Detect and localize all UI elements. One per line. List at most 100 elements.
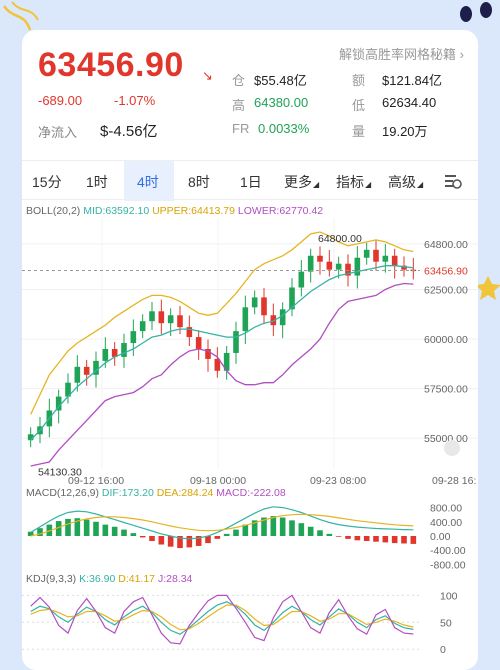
boll-lower: LOWER:62770.42: [237, 205, 324, 217]
candle-body: [167, 315, 174, 324]
candle-body: [326, 261, 333, 270]
trading-card: 63456.90 ↘ -689.00 -1.07% 净流入 $-4.56亿 解锁…: [22, 30, 478, 670]
tab-6[interactable]: 指标◢: [336, 174, 372, 190]
macd-dea: DEA:284.24: [156, 487, 214, 499]
candle-body: [130, 331, 137, 344]
tab-4[interactable]: 1日: [240, 174, 262, 190]
promo-link[interactable]: 解锁高胜率网格秘籍 ›: [339, 47, 464, 62]
y-tick-label: 62500.00: [424, 284, 468, 296]
candle-body: [27, 434, 34, 441]
price-chart[interactable]: 64800.0062500.0060000.0057500.0055000.00…: [22, 218, 478, 488]
macd-bar: [46, 524, 53, 536]
kdj-k-line: [30, 601, 414, 635]
stat-label: 仓: [232, 73, 246, 88]
dropdown-corner-icon: ◢: [417, 180, 424, 189]
macd-bar: [382, 536, 389, 543]
macd-bar: [55, 521, 62, 536]
active-tab-highlight: [124, 161, 174, 201]
stat-label: 高: [232, 98, 246, 113]
x-tick-label: 09-18 00:00: [190, 475, 246, 487]
candle-body: [121, 343, 127, 357]
macd-y-tick: 0.00: [430, 531, 451, 543]
kdj-y-tick: 0: [440, 644, 446, 656]
boll-lower-line: [30, 282, 414, 467]
macd-bar: [401, 536, 407, 544]
macd-y-tick: 400.00: [430, 517, 462, 529]
kdj-j: J:28.34: [157, 573, 193, 585]
macd-bar: [354, 536, 361, 541]
macd-y-tick: 800.00: [430, 503, 462, 515]
tab-3[interactable]: 8时: [188, 174, 210, 190]
macd-bar: [205, 536, 211, 544]
boll-legend: BOLL(20,2) MID:63592.10 UPPER:64413.79 L…: [26, 205, 323, 217]
macd-bar: [27, 531, 34, 536]
candle-body: [261, 297, 267, 316]
stat-value: $55.48亿: [254, 73, 307, 88]
candle-body: [242, 307, 249, 332]
stat-label: 量: [352, 124, 366, 139]
candle-body: [65, 382, 71, 397]
candle-body: [177, 315, 183, 328]
candle-body: [307, 255, 314, 272]
kdj-legend: KDJ(9,3,3) K:36.90 D:41.17 J:28.34: [26, 573, 192, 585]
macd-bar: [270, 516, 277, 536]
dropdown-corner-icon: ◢: [313, 180, 320, 189]
candle-body: [233, 331, 239, 353]
macd-bar: [242, 524, 249, 536]
candle-body: [317, 255, 323, 262]
macd-bar: [326, 533, 333, 536]
candle-body: [298, 271, 305, 288]
kdj-d: D:41.17: [118, 573, 156, 585]
candle-body: [149, 311, 155, 322]
tab-5[interactable]: 更多◢: [284, 174, 320, 190]
candle-body: [270, 315, 277, 326]
macd-chart[interactable]: 800.00 400.00 0.00 -400.00 -800.00: [22, 500, 478, 572]
dropdown-corner-icon: ◢: [365, 180, 372, 189]
macd-dif: DIF:173.20: [101, 487, 154, 499]
chart-settings-icon[interactable]: [444, 173, 462, 189]
macd-bar: [214, 536, 221, 539]
macd-bar: [167, 536, 174, 547]
tab-0[interactable]: 15分: [32, 174, 62, 190]
boll-upper-line: [30, 231, 414, 415]
price-change: -689.00: [38, 93, 83, 108]
tab-2[interactable]: 4时: [137, 174, 159, 190]
kdj-name: KDJ(9,3,3): [26, 573, 77, 585]
candle-body: [335, 263, 342, 270]
chart-zoom-icon[interactable]: [444, 440, 460, 456]
kdj-k: K:36.90: [79, 573, 116, 585]
price-change-pct: -1.07%: [114, 93, 156, 108]
macd-bar: [279, 517, 286, 536]
boll-name: BOLL(20,2): [26, 205, 81, 217]
macd-name: MACD(12,26,9): [26, 487, 99, 499]
candle-body: [139, 321, 146, 332]
macd-bar: [139, 536, 146, 538]
candle-body: [279, 309, 286, 326]
stat-label: FR: [232, 121, 250, 136]
x-tick-label: 09-28 16:: [432, 475, 476, 487]
netflow-value: $-4.56亿: [100, 123, 158, 140]
tab-7[interactable]: 高级◢: [388, 174, 424, 190]
macd-bar: [363, 536, 370, 541]
macd-bar: [307, 526, 314, 536]
interval-tabs: 15分 1时 4时 8时 1日 更多◢ 指标◢ 高级◢: [22, 160, 478, 201]
candle-body: [55, 396, 62, 411]
candle-body: [289, 287, 295, 310]
high-marker-label: 64800.00: [318, 233, 362, 245]
boll-mid-line: [30, 265, 414, 441]
macd-bar: [65, 518, 71, 536]
macd-bar: [83, 519, 90, 536]
tab-1[interactable]: 1时: [86, 174, 108, 190]
kdj-chart[interactable]: 100 50 0: [22, 586, 478, 666]
macd-bar: [186, 536, 193, 548]
candle-body: [102, 348, 109, 361]
macd-bar: [130, 533, 137, 536]
macd-y-tick: -400.00: [430, 545, 466, 557]
y-tick-label: 57500.00: [424, 384, 468, 396]
macd-bar: [177, 536, 183, 549]
low-marker-label: 54130.30: [38, 467, 82, 479]
candle-body: [74, 366, 81, 383]
macd-bar: [74, 518, 81, 536]
candle-body: [111, 348, 118, 357]
candle-body: [93, 360, 99, 375]
